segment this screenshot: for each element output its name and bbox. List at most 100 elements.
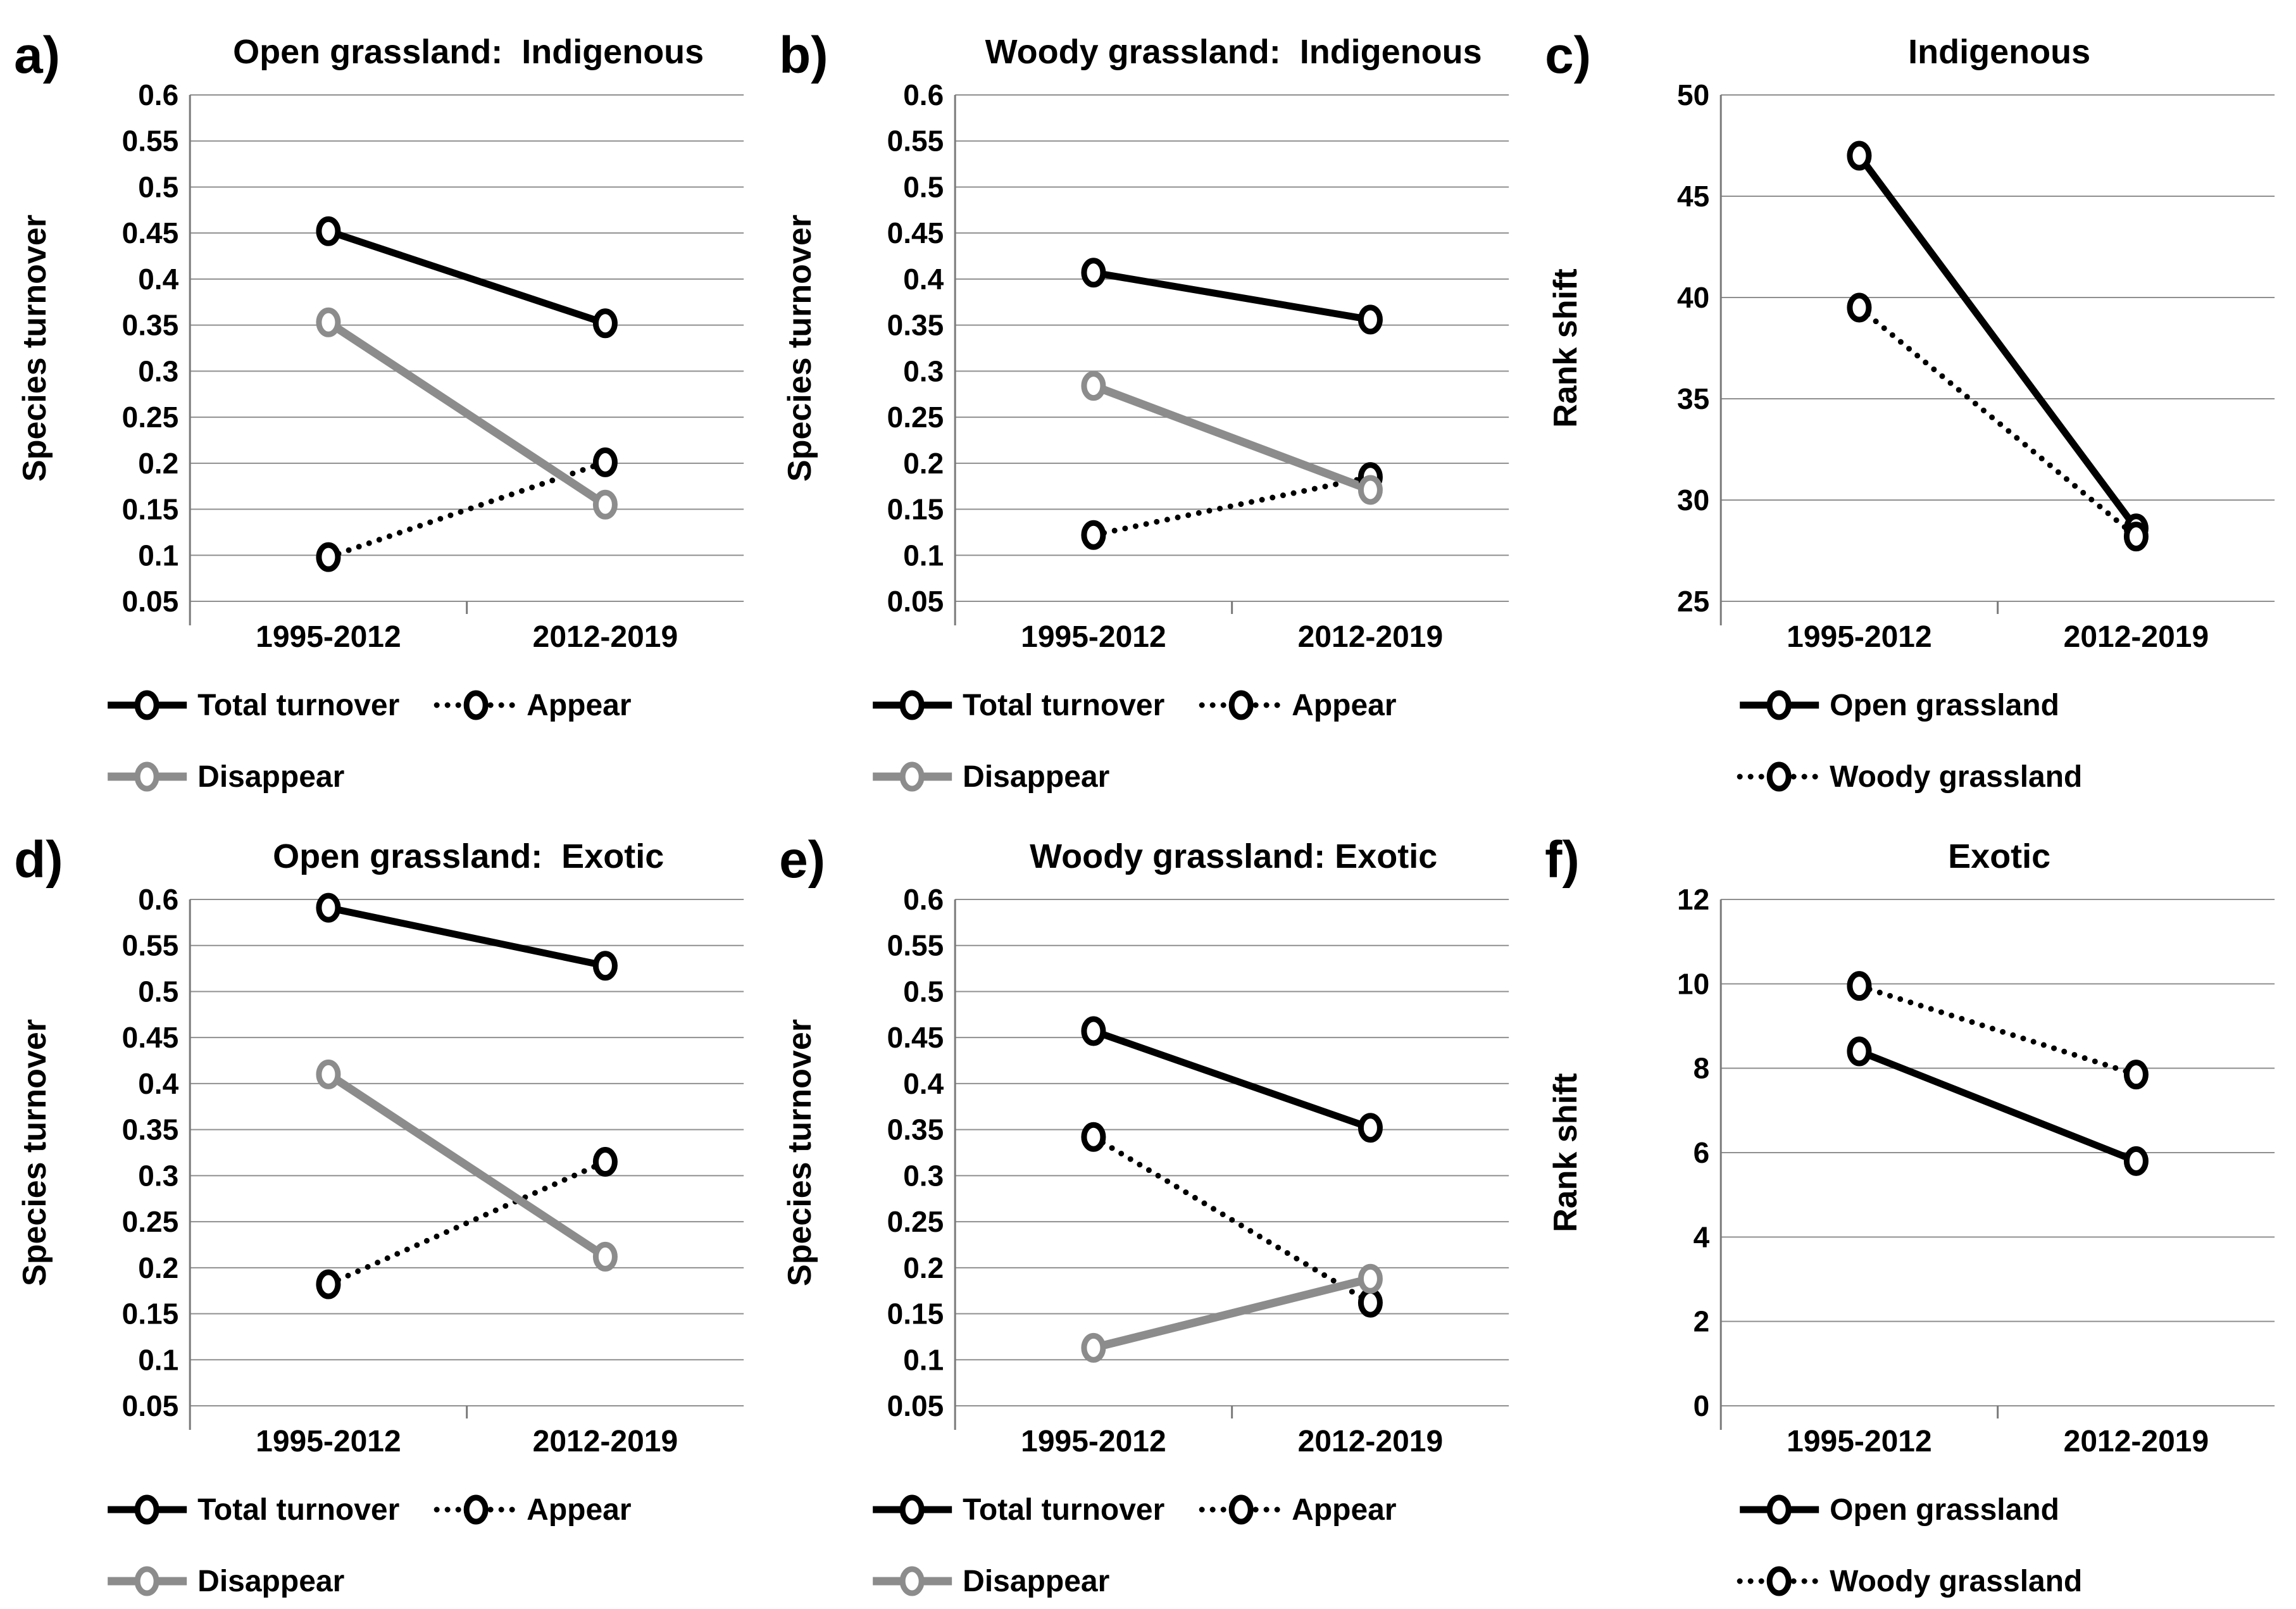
- x-category-label: 1995-2012: [1021, 1425, 1166, 1458]
- series-line: [1092, 382, 1373, 494]
- panel-letter: d): [14, 831, 63, 889]
- legend-symbol-marker: [1766, 1494, 1792, 1525]
- data-point-marker: [1081, 1016, 1106, 1046]
- y-tick-label: 0: [1693, 1389, 1709, 1422]
- legend-symbol-marker: [1228, 1494, 1254, 1525]
- y-tick-label: 0.6: [904, 78, 944, 111]
- panel-a: a) Open grassland: Indigenous Species tu…: [0, 0, 765, 804]
- data-point-marker: [316, 216, 341, 246]
- data-point-marker: [1081, 520, 1106, 550]
- panel-letter: f): [1545, 831, 1580, 889]
- series-line: [325, 1159, 608, 1287]
- y-tick-label: 50: [1677, 78, 1709, 111]
- y-tick-label: 0.5: [904, 170, 944, 203]
- panel-d-chart: d) Open grassland: Exotic Species turnov…: [14, 831, 744, 1598]
- series-line: [327, 904, 606, 970]
- legend-symbol-marker: [1766, 1566, 1792, 1596]
- panel-e: e) Woody grassland: Exotic Species turno…: [765, 804, 1530, 1609]
- legend-item-label: Woody grassland: [1830, 760, 2082, 794]
- data-point-marker: [1847, 141, 1872, 171]
- y-tick-label: 0.6: [138, 883, 178, 916]
- panel-f-chart: f) Exotic Rank shift 12 10 8 6 4 2 0 1995-2012 2…: [1545, 831, 2274, 1598]
- series-line: [326, 318, 608, 508]
- data-point-marker: [2123, 522, 2149, 552]
- y-tick-label: 0.25: [887, 401, 944, 434]
- legend-item-label: Open grassland: [1830, 1493, 2059, 1527]
- y-tick-label: 0.2: [138, 1251, 178, 1284]
- data-point-marker: [1358, 1287, 1383, 1318]
- legend-item-label: Total turnover: [963, 689, 1164, 722]
- plot-area: 0.6 0.55 0.5 0.45 0.4 0.35 0.3 0.25 0.2 0.15 0.1 0.…: [873, 883, 1509, 1598]
- y-tick-label: 30: [1677, 484, 1709, 517]
- x-category-label: 2012-2019: [2063, 620, 2209, 654]
- panel-letter: b): [779, 27, 828, 84]
- panel-letter: c): [1545, 27, 1591, 84]
- series-line: [1856, 304, 2139, 540]
- y-tick-label: 0.05: [122, 1389, 179, 1422]
- panel-d: d) Open grassland: Exotic Species turnov…: [0, 804, 765, 1609]
- data-point-marker: [2123, 1146, 2149, 1176]
- legend-item-label: Woody grassland: [1830, 1565, 2082, 1598]
- data-point-marker: [1847, 971, 1872, 1001]
- y-axis-label: Species turnover: [16, 1019, 53, 1286]
- y-tick-label: 0.1: [138, 1343, 178, 1376]
- y-tick-label: 0.05: [122, 585, 179, 618]
- data-point-marker: [1847, 292, 1872, 323]
- x-category-label: 2012-2019: [1298, 1425, 1444, 1458]
- data-point-marker: [592, 1147, 618, 1177]
- y-tick-label: 0.15: [122, 493, 179, 526]
- y-tick-label: 0.5: [138, 975, 178, 1008]
- series-line: [1092, 1274, 1372, 1352]
- legend-symbol-marker: [1766, 690, 1792, 720]
- y-tick-label: 0.1: [138, 539, 178, 572]
- y-tick-label: 0.45: [122, 1021, 179, 1054]
- y-tick-label: 0.2: [138, 447, 178, 480]
- data-point-marker: [592, 308, 618, 339]
- y-tick-label: 0.55: [122, 125, 179, 158]
- panel-a-chart: a) Open grassland: Indigenous Species tu…: [14, 27, 744, 794]
- y-tick-label: 0.1: [904, 539, 944, 572]
- legend-symbol-marker: [463, 1494, 489, 1525]
- plot-area: 0.6 0.55 0.5 0.45 0.4 0.35 0.3 0.25 0.2 0.15 0.1 0.…: [108, 78, 744, 794]
- y-tick-label: 0.35: [122, 1113, 179, 1146]
- y-tick-label: 0.15: [887, 1298, 944, 1330]
- data-point-marker: [316, 892, 341, 923]
- data-point-marker: [1081, 1332, 1106, 1363]
- y-axis-label: Rank shift: [1547, 1073, 1584, 1232]
- legend-symbol-marker: [134, 690, 159, 720]
- x-category-label: 2012-2019: [2063, 1425, 2209, 1458]
- legend-symbol-marker: [463, 690, 489, 720]
- y-tick-label: 0.45: [887, 216, 944, 249]
- y-tick-label: 4: [1693, 1220, 1709, 1253]
- series-line: [1090, 474, 1374, 538]
- data-point-marker: [316, 542, 341, 572]
- data-point-marker: [1081, 1122, 1106, 1152]
- series-line: [1093, 269, 1371, 323]
- legend-symbol-marker: [1766, 761, 1792, 792]
- series-line: [327, 228, 607, 327]
- data-point-marker: [316, 307, 341, 337]
- data-point-marker: [1847, 1036, 1872, 1067]
- y-tick-label: 0.4: [904, 1067, 944, 1100]
- chart-title: Open grassland: Indigenous: [233, 33, 704, 71]
- y-tick-label: 0.25: [122, 401, 179, 434]
- series-line: [1090, 1134, 1374, 1306]
- data-point-marker: [592, 1241, 618, 1272]
- legend-item-label: Appear: [1292, 1493, 1396, 1527]
- y-tick-label: 0.2: [904, 447, 944, 480]
- x-category-label: 1995-2012: [256, 1425, 401, 1458]
- panel-b: b) Woody grassland: Indigenous Species t…: [765, 0, 1530, 804]
- y-tick-label: 0.15: [122, 1298, 179, 1330]
- data-point-marker: [316, 1059, 341, 1089]
- y-tick-label: 0.5: [904, 975, 944, 1008]
- y-tick-label: 0.35: [887, 309, 944, 342]
- y-tick-label: 0.3: [904, 354, 944, 387]
- y-tick-label: 35: [1677, 382, 1709, 415]
- chart-title: Woody grassland: Exotic: [1030, 837, 1437, 875]
- plot-area: 50 45 40 35 30 25 1995-2012 2012-2019 Open grass…: [1677, 78, 2274, 794]
- series-line: [1857, 1048, 2138, 1165]
- series-line: [1856, 153, 2139, 531]
- x-category-label: 1995-2012: [256, 620, 401, 654]
- y-tick-label: 0.45: [122, 216, 179, 249]
